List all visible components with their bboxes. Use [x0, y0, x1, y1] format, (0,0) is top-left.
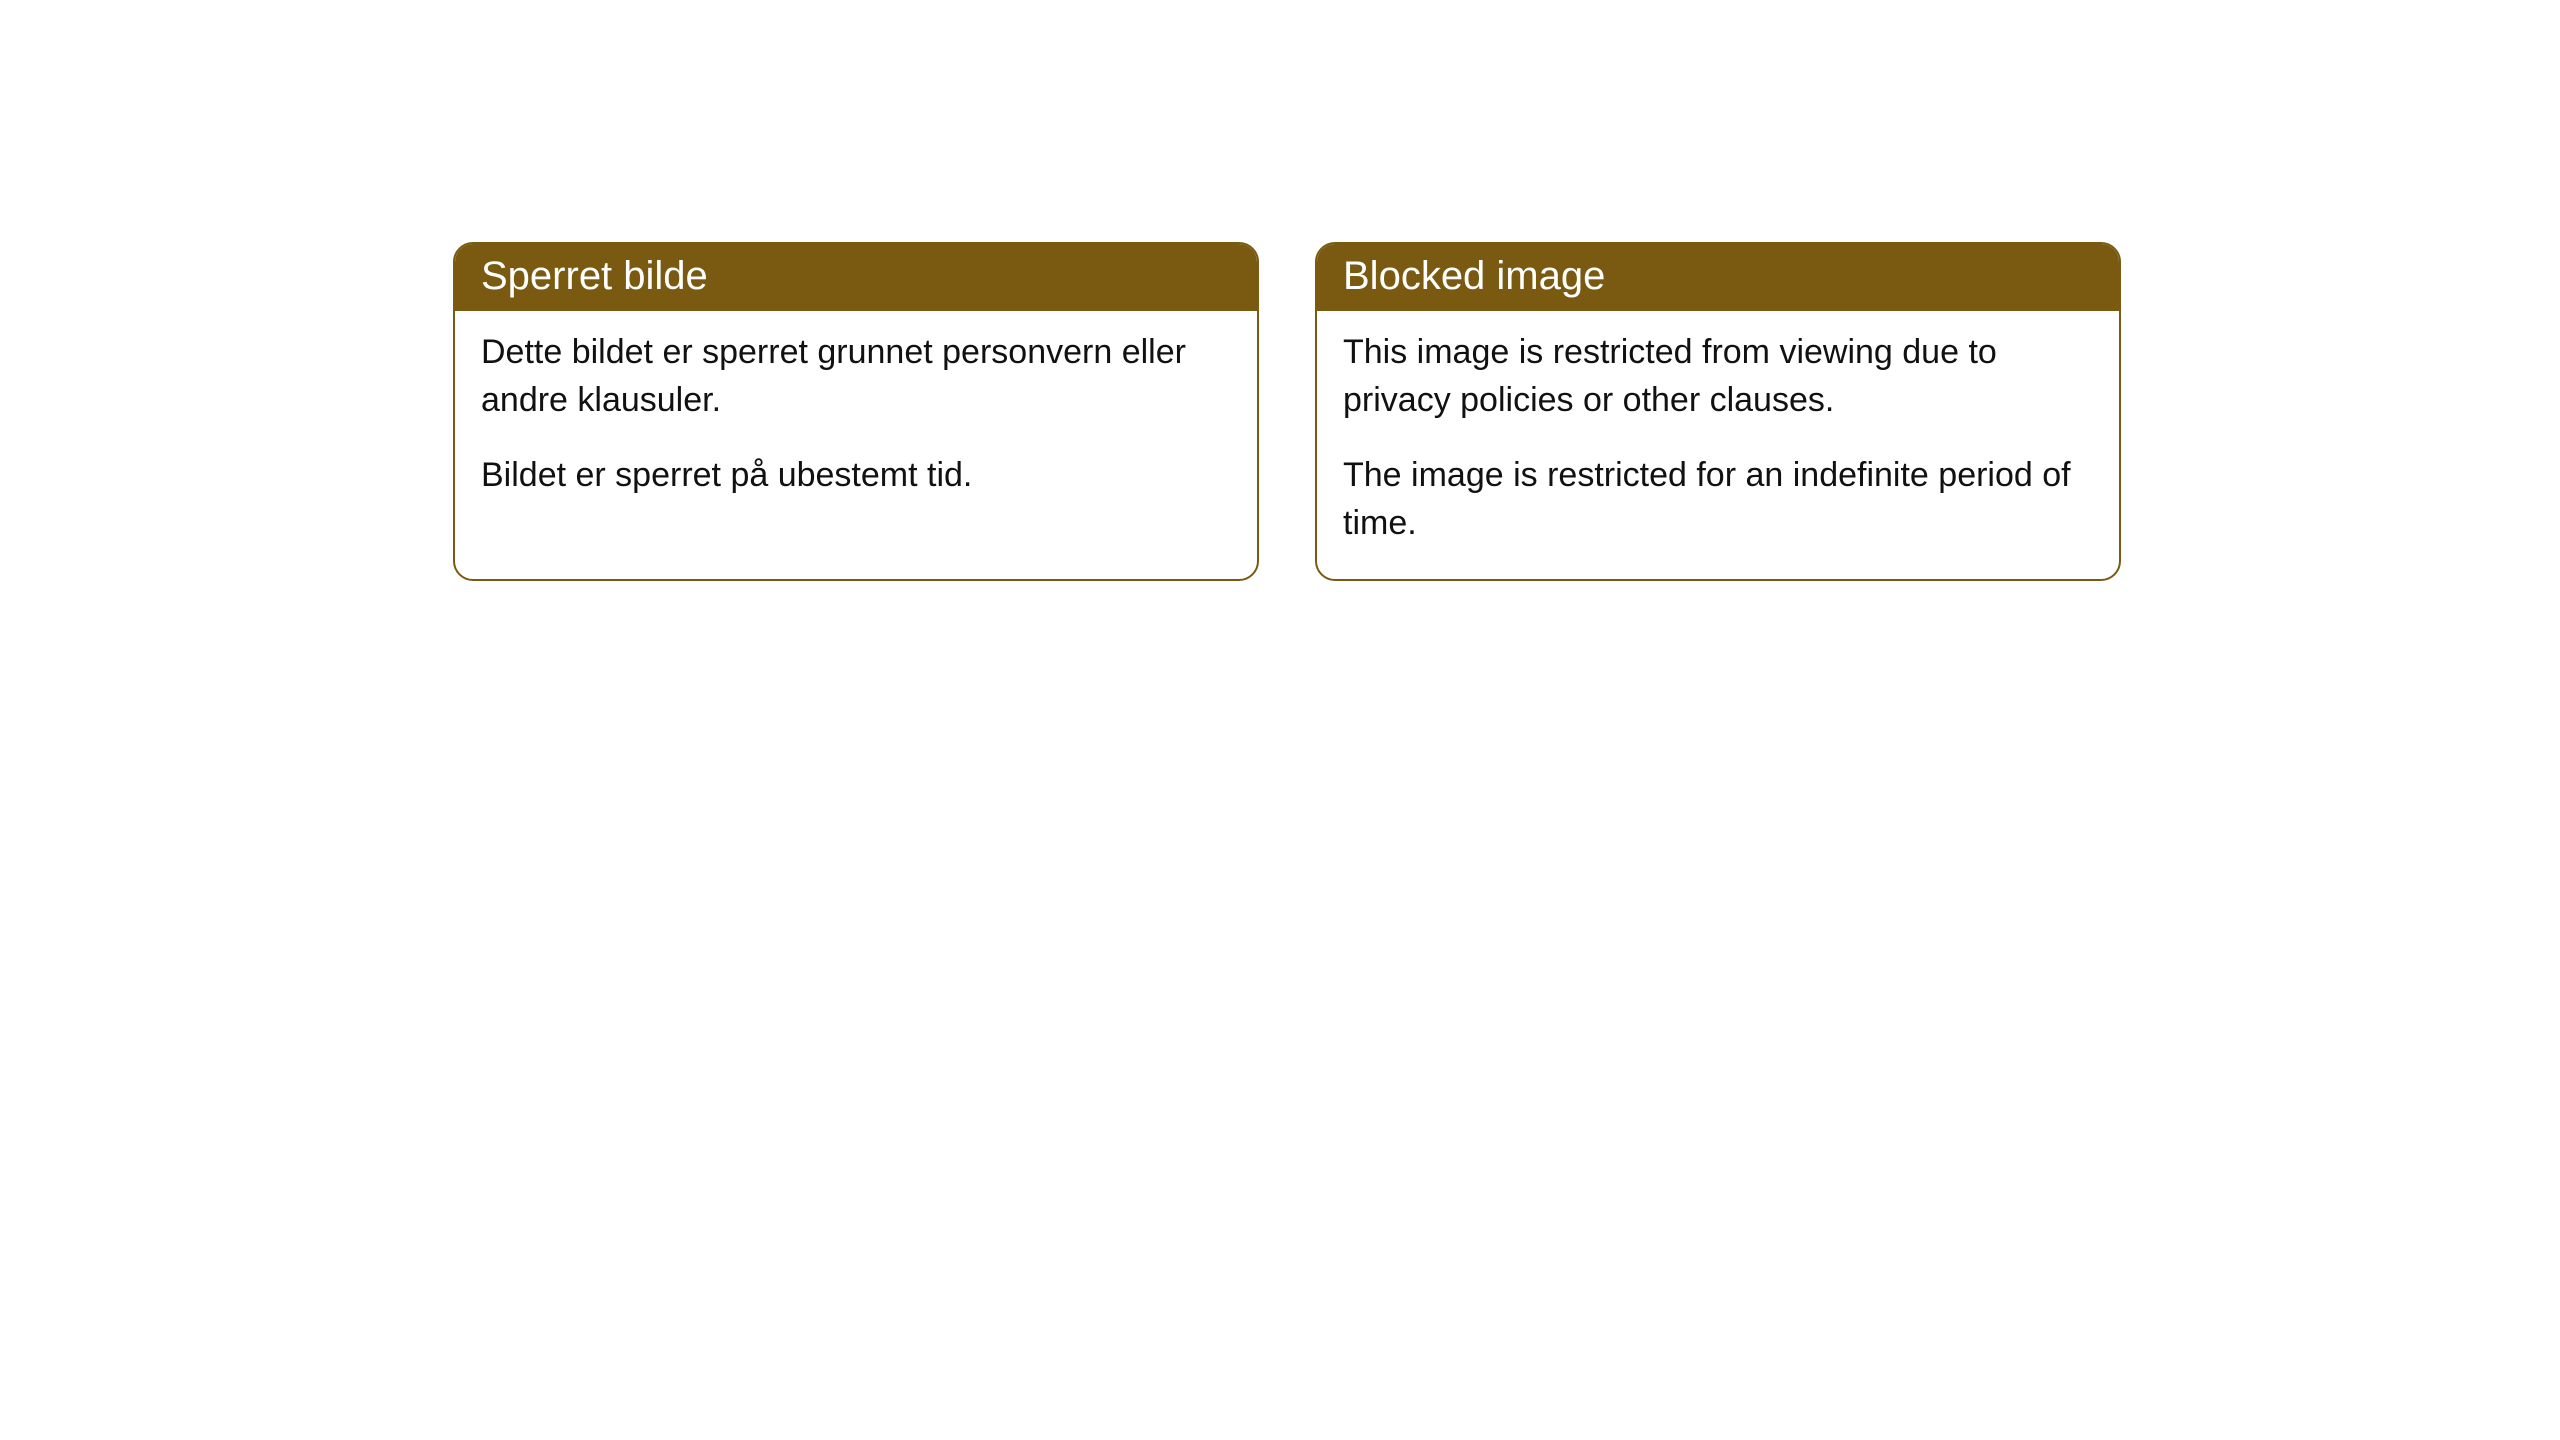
- notice-body: Dette bildet er sperret grunnet personve…: [455, 311, 1257, 532]
- notice-header: Blocked image: [1317, 244, 2119, 311]
- notice-card-english: Blocked image This image is restricted f…: [1315, 242, 2121, 581]
- notice-paragraph: The image is restricted for an indefinit…: [1343, 452, 2093, 547]
- notice-body: This image is restricted from viewing du…: [1317, 311, 2119, 579]
- notice-container: Sperret bilde Dette bildet er sperret gr…: [0, 0, 2560, 581]
- notice-paragraph: Bildet er sperret på ubestemt tid.: [481, 452, 1231, 500]
- notice-paragraph: Dette bildet er sperret grunnet personve…: [481, 329, 1231, 424]
- notice-header: Sperret bilde: [455, 244, 1257, 311]
- notice-card-norwegian: Sperret bilde Dette bildet er sperret gr…: [453, 242, 1259, 581]
- notice-paragraph: This image is restricted from viewing du…: [1343, 329, 2093, 424]
